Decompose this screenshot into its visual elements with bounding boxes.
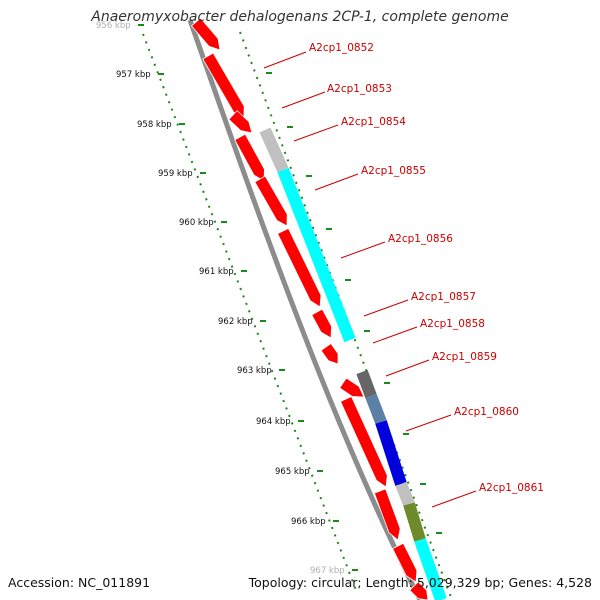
gene-label: A2cp1_0860 [454,406,519,418]
cds-arrow [339,377,365,398]
scale-label: 961 kbp [199,267,234,277]
gene-leader-line [263,51,307,69]
scale-label: 960 kbp [179,218,214,228]
cds-arrow [277,227,322,308]
gene-track-segment [365,393,387,425]
cds-arrow [311,308,332,339]
cds-arrow [228,110,253,134]
cds-arrow [202,52,245,119]
gene-track-segment [403,502,426,542]
gene-label: A2cp1_0852 [309,42,374,54]
outer-dotted-line [239,31,453,600]
gene-leader-line [372,326,418,344]
gene-leader-line [314,173,359,191]
scale-label: 967 kbp [310,566,345,576]
scale-label: 957 kbp [116,70,151,80]
cds-arrow [340,395,388,488]
cyan-track [259,127,447,600]
gene-label: A2cp1_0853 [327,83,392,95]
gene-track-segment [277,167,356,343]
accession-text: Accession: NC_011891 [8,575,151,590]
genome-stats-text: Topology: circular; Length: 5,029,329 bp… [248,575,592,590]
gene-leader-line [340,241,386,259]
gene-leader-line [281,91,326,109]
cds-arrow [373,488,401,541]
gene-label: A2cp1_0859 [432,351,497,363]
gene-leader-line [405,414,452,432]
cds-arrow [392,542,418,583]
gene-label: A2cp1_0861 [479,482,544,494]
gene-track-segment [259,127,289,173]
cds-arrow [190,17,221,51]
gene-leader-line [431,490,477,508]
scale-label: 959 kbp [158,169,193,179]
gene-track-segment [395,481,415,507]
scale-label: 963 kbp [237,366,272,376]
gene-label: A2cp1_0858 [420,318,485,330]
gene-track-segment [356,369,377,399]
scale-label: 964 kbp [256,417,291,427]
gene-label: A2cp1_0856 [388,233,453,245]
gene-track-segment [375,420,407,486]
gene-leader-line [385,359,430,377]
gene-label: A2cp1_0857 [411,291,476,303]
gene-leader-line [293,124,339,142]
gene-label: A2cp1_0855 [361,165,426,177]
scale-label: 965 kbp [275,467,310,477]
gene-track-segment [414,538,447,600]
gene-label: A2cp1_0854 [341,116,406,128]
cds-arrow [234,133,265,182]
scale-labels: 956 kbp 957 kbp 958 kbp 959 kbp 960 kbp 961 k… [96,21,442,576]
scale-dotted-line [142,33,357,591]
cds-arrow [254,175,288,227]
scale-label: 958 kbp [137,120,172,130]
scale-label: 966 kbp [291,517,326,527]
cds-arrow [320,342,339,365]
gene-labels: A2cp1_0852 A2cp1_0853 A2cp1_0854 A2cp1_0855… [263,42,544,508]
scale-label: 962 kbp [218,317,253,327]
map-title: Anaeromyxobacter dehalogenans 2CP-1, com… [91,9,509,25]
cds-track [190,17,429,600]
gene-leader-line [363,299,409,317]
cds-arrow [409,581,429,600]
backbone [187,19,423,600]
scale-label: 956 kbp [96,21,131,31]
